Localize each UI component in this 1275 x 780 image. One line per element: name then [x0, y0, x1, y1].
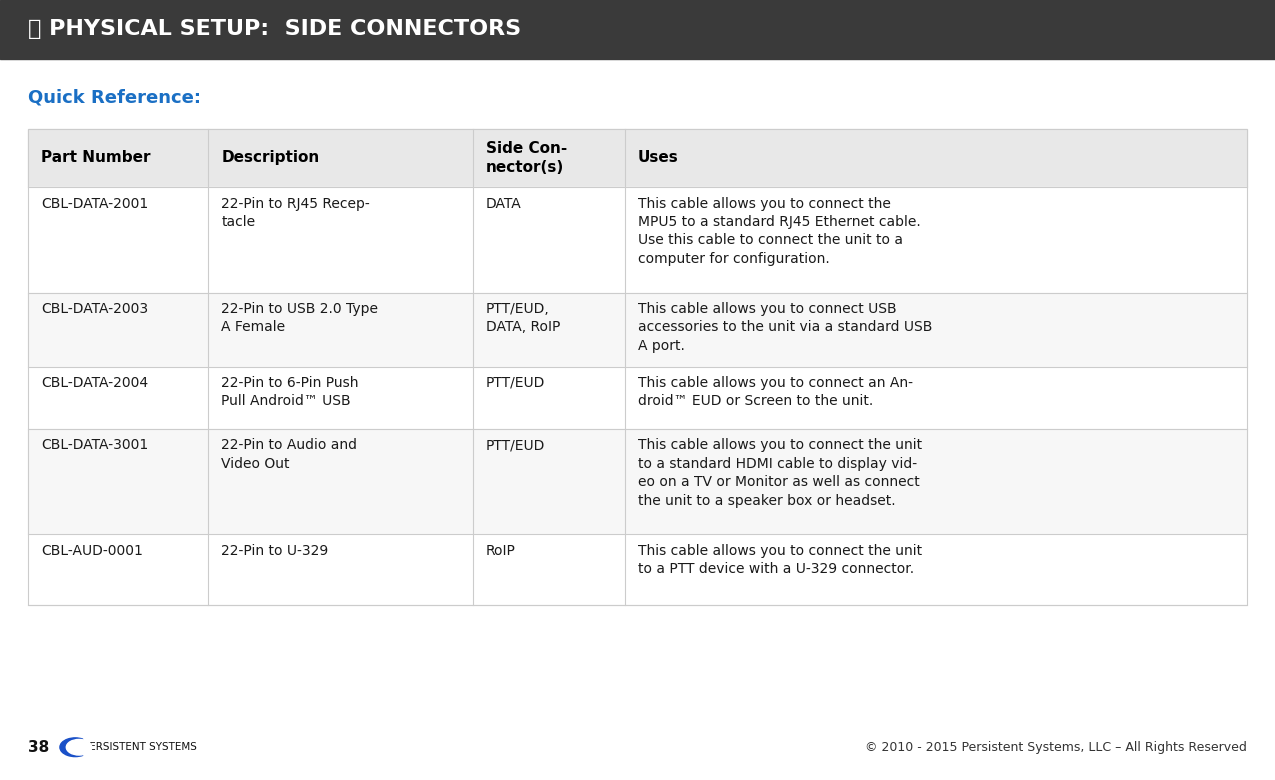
Text: This cable allows you to connect the unit
to a standard HDMI cable to display vi: This cable allows you to connect the uni…: [638, 438, 922, 508]
Text: Description: Description: [221, 151, 320, 165]
Text: 22-Pin to RJ45 Recep-
tacle: 22-Pin to RJ45 Recep- tacle: [221, 197, 370, 229]
Text: CBL-DATA-3001: CBL-DATA-3001: [41, 438, 148, 452]
Bar: [28, 534, 1247, 604]
Text: CBL-DATA-2004: CBL-DATA-2004: [41, 376, 148, 390]
Text: Ⓢ PHYSICAL SETUP:  SIDE CONNECTORS: Ⓢ PHYSICAL SETUP: SIDE CONNECTORS: [28, 20, 521, 39]
Text: 22-Pin to U-329: 22-Pin to U-329: [221, 544, 329, 558]
Text: PTT/EUD: PTT/EUD: [486, 438, 546, 452]
Bar: [0, 0, 1275, 58]
Text: 22-Pin to 6-Pin Push
Pull Android™ USB: 22-Pin to 6-Pin Push Pull Android™ USB: [221, 376, 358, 409]
Text: CBL-DATA-2003: CBL-DATA-2003: [41, 302, 148, 316]
Text: 38: 38: [28, 739, 50, 755]
Text: Side Con-
nector(s): Side Con- nector(s): [486, 141, 567, 175]
Text: PTT/EUD: PTT/EUD: [486, 376, 546, 390]
Text: DATA: DATA: [486, 197, 521, 211]
Text: This cable allows you to connect an An-
droid™ EUD or Screen to the unit.: This cable allows you to connect an An- …: [638, 376, 913, 409]
Bar: [28, 367, 1247, 429]
Text: Uses: Uses: [638, 151, 678, 165]
Text: 22-Pin to USB 2.0 Type
A Female: 22-Pin to USB 2.0 Type A Female: [221, 302, 379, 335]
Wedge shape: [60, 738, 83, 757]
Text: CBL-AUD-0001: CBL-AUD-0001: [41, 544, 143, 558]
Text: Part Number: Part Number: [41, 151, 150, 165]
Text: This cable allows you to connect the
MPU5 to a standard RJ45 Ethernet cable.
Use: This cable allows you to connect the MPU…: [638, 197, 921, 266]
Text: © 2010 - 2015 Persistent Systems, LLC – All Rights Reserved: © 2010 - 2015 Persistent Systems, LLC – …: [864, 741, 1247, 753]
Bar: [28, 129, 1247, 187]
Text: This cable allows you to connect USB
accessories to the unit via a standard USB
: This cable allows you to connect USB acc…: [638, 302, 932, 353]
Text: CBL-DATA-2001: CBL-DATA-2001: [41, 197, 148, 211]
Bar: [28, 292, 1247, 367]
Bar: [28, 187, 1247, 292]
Text: This cable allows you to connect the unit
to a PTT device with a U-329 connector: This cable allows you to connect the uni…: [638, 544, 922, 576]
Circle shape: [66, 739, 92, 755]
Text: RoIP: RoIP: [486, 544, 515, 558]
Text: Quick Reference:: Quick Reference:: [28, 88, 201, 107]
Text: 22-Pin to Audio and
Video Out: 22-Pin to Audio and Video Out: [221, 438, 357, 471]
Bar: [28, 129, 1247, 604]
Text: PERSISTENT SYSTEMS: PERSISTENT SYSTEMS: [83, 743, 196, 752]
Text: PTT/EUD,
DATA, RoIP: PTT/EUD, DATA, RoIP: [486, 302, 560, 335]
Bar: [28, 429, 1247, 534]
